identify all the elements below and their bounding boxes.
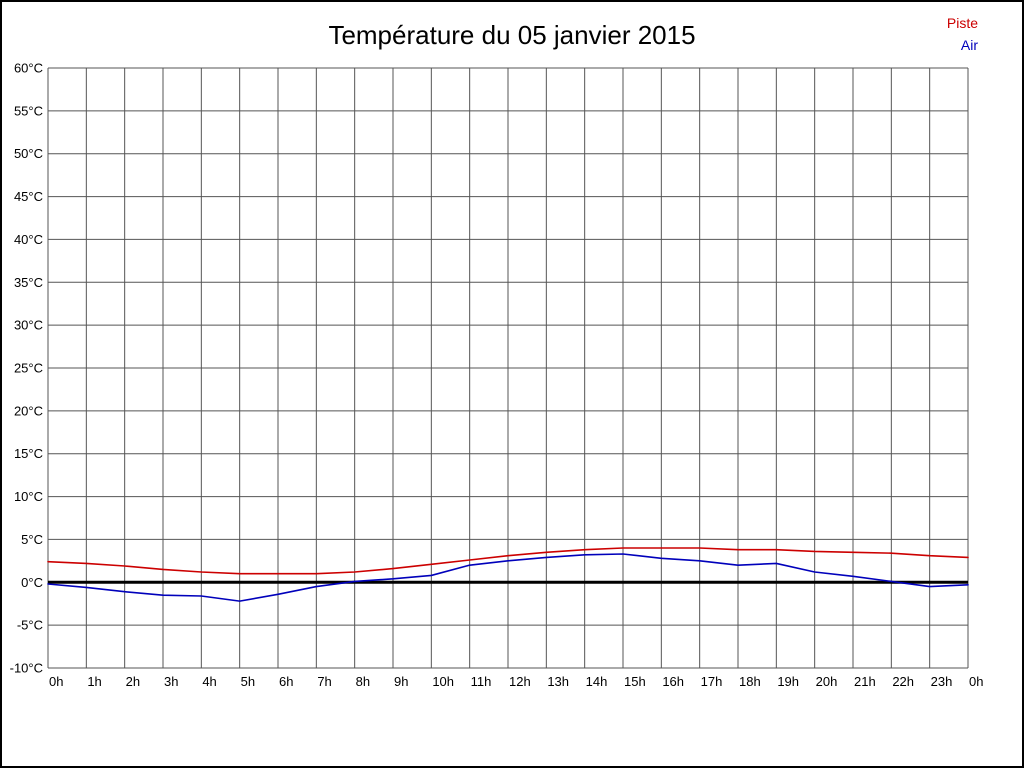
- x-tick-label: 11h: [471, 674, 492, 689]
- y-tick-label: 0°C: [21, 575, 43, 590]
- x-tick-label: 2h: [126, 674, 140, 689]
- x-tick-label: 0h: [49, 674, 63, 689]
- y-tick-label: 45°C: [14, 189, 43, 204]
- y-tick-label: 55°C: [14, 103, 43, 118]
- y-tick-label: 35°C: [14, 275, 43, 290]
- x-tick-label: 1h: [87, 674, 101, 689]
- x-tick-label: 7h: [317, 674, 331, 689]
- chart-legend: Piste Air: [947, 12, 978, 56]
- y-tick-label: 30°C: [14, 318, 43, 333]
- x-tick-label: 0h: [969, 674, 983, 689]
- y-tick-label: 15°C: [14, 446, 43, 461]
- x-tick-label: 14h: [586, 674, 608, 689]
- series-line-air: [47, 553, 969, 602]
- legend-item-piste: Piste: [946, 15, 978, 31]
- x-tick-label: 3h: [164, 674, 178, 689]
- y-tick-label: 50°C: [14, 146, 43, 161]
- y-tick-label: -5°C: [17, 618, 43, 633]
- y-tick-label: 60°C: [14, 61, 43, 76]
- x-tick-label: 18h: [739, 674, 761, 689]
- x-tick-label: 13h: [547, 674, 569, 689]
- y-tick-label: 40°C: [14, 232, 43, 247]
- y-tick-label: -10°C: [10, 661, 43, 676]
- x-tick-label: 22h: [892, 674, 914, 689]
- x-tick-label: 19h: [777, 674, 799, 689]
- x-tick-label: 6h: [279, 674, 293, 689]
- series-line-piste: [47, 547, 969, 575]
- x-tick-label: 9h: [394, 674, 408, 689]
- x-tick-label: 16h: [662, 674, 684, 689]
- chart-title: Température du 05 janvier 2015: [328, 20, 696, 50]
- x-tick-label: 15h: [624, 674, 646, 689]
- x-tick-label: 23h: [931, 674, 953, 689]
- y-tick-label: 25°C: [14, 361, 43, 376]
- x-tick-label: 10h: [432, 674, 454, 689]
- y-tick-label: 20°C: [14, 403, 43, 418]
- y-tick-label: 10°C: [14, 489, 43, 504]
- x-tick-label: 17h: [701, 674, 723, 689]
- x-tick-label: 20h: [816, 674, 838, 689]
- x-tick-label: 21h: [854, 674, 876, 689]
- legend-item-air: Air: [960, 37, 978, 53]
- x-tick-label: 4h: [202, 674, 216, 689]
- x-tick-label: 8h: [356, 674, 370, 689]
- x-tick-label: 5h: [241, 674, 255, 689]
- x-tick-label: 12h: [509, 674, 531, 689]
- y-tick-label: 5°C: [21, 532, 43, 547]
